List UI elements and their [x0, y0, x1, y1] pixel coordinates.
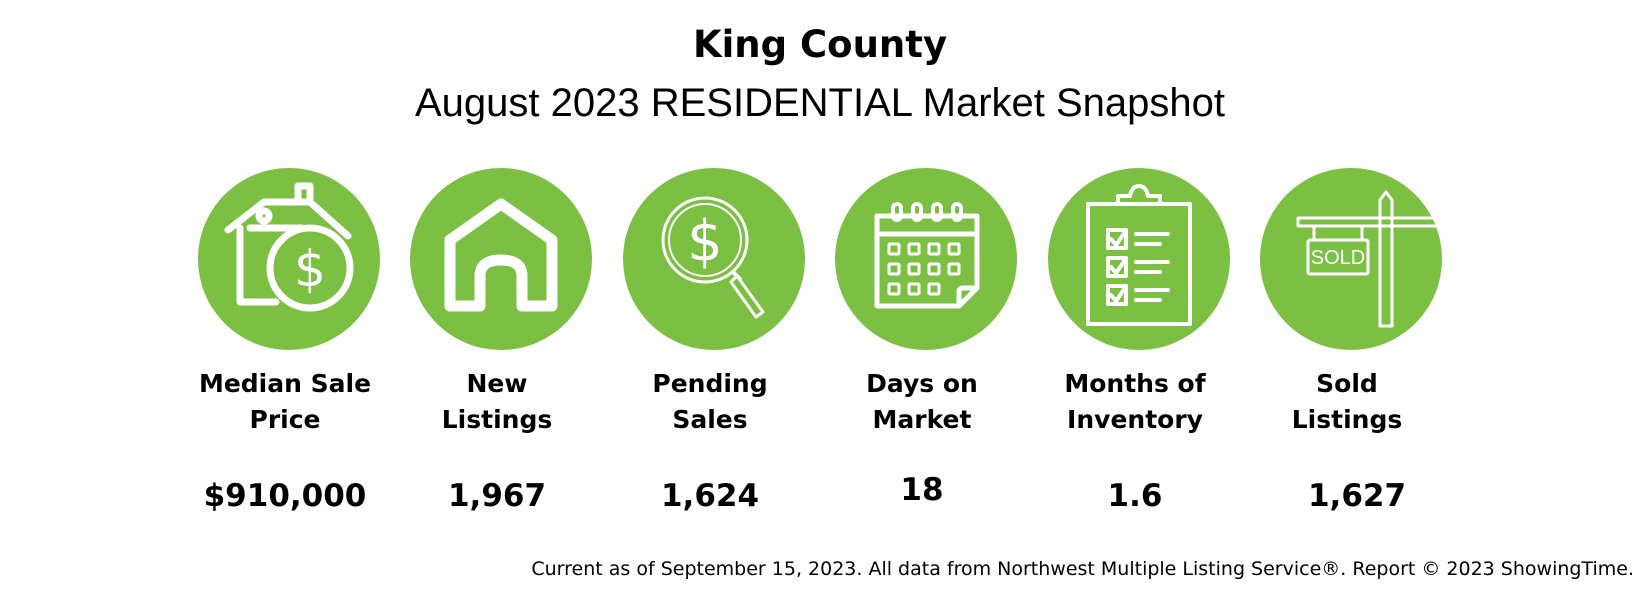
metric-icon-circle: SOLD [1260, 168, 1442, 350]
page-subtitle: August 2023 RESIDENTIAL Market Snapshot [414, 81, 1226, 125]
svg-text:$: $ [687, 209, 723, 274]
metric-months-of-inventory: Months of Inventory 1.6 [1040, 0, 1230, 600]
metric-label: Pending Sales [652, 369, 768, 434]
clipboard-checklist-icon [1086, 184, 1192, 326]
sold-sign-icon: SOLD [1296, 190, 1442, 328]
calendar-icon [874, 202, 980, 309]
metric-value: 1.6 [1107, 478, 1163, 514]
metric-sold-listings: SOLD Sold Listings 1,627 [1252, 0, 1442, 600]
house-icon [444, 198, 558, 312]
metric-pending-sales: $ Pending Sales 1,624 [615, 0, 805, 600]
metric-icon-circle [1048, 168, 1230, 350]
metric-label: Months of Inventory [1064, 369, 1206, 434]
sold-sign-text: SOLD [1311, 247, 1365, 269]
metric-value: 1,624 [660, 478, 760, 514]
metric-label: Median Sale Price [198, 369, 372, 434]
metric-icon-circle: $ [198, 168, 380, 350]
metric-value: $910,000 [203, 478, 367, 514]
metric-icon-circle [835, 168, 1017, 350]
svg-text:$: $ [294, 240, 326, 298]
metric-value: 1,967 [447, 478, 547, 514]
footer-note: Current as of September 15, 2023. All da… [531, 558, 1634, 580]
metric-value: 1,627 [1307, 478, 1407, 514]
metric-icon-circle [410, 168, 592, 350]
magnifier-dollar-icon: $ [661, 196, 765, 319]
house-dollar-icon: $ [224, 182, 354, 312]
metric-label: Sold Listings [1291, 369, 1403, 434]
metric-median-sale-price: $ Median Sale Price $910,000 [190, 0, 380, 600]
metric-value: 18 [900, 472, 944, 508]
metric-icon-circle: $ [623, 168, 805, 350]
page-title: King County [692, 23, 948, 66]
metric-days-on-market: Days on Market 18 [827, 0, 1017, 600]
metric-label: Days on Market [866, 369, 978, 434]
metric-new-listings: New Listings 1,967 [402, 0, 592, 600]
metric-label: New Listings [441, 369, 553, 434]
